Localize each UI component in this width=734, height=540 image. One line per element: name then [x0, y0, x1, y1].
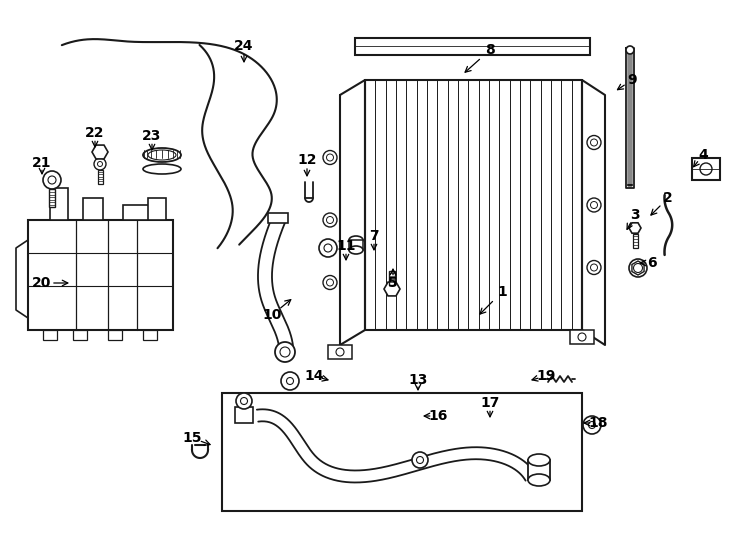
Ellipse shape: [349, 246, 363, 254]
Bar: [692, 158, 720, 180]
Bar: [633, 234, 638, 248]
Text: 24: 24: [234, 39, 254, 53]
Text: 11: 11: [336, 239, 356, 253]
Bar: [49, 189, 55, 207]
Text: 21: 21: [32, 156, 52, 170]
Text: 9: 9: [627, 73, 637, 87]
Circle shape: [327, 154, 333, 161]
Text: 3: 3: [631, 208, 640, 222]
Text: 23: 23: [142, 129, 161, 143]
Circle shape: [323, 213, 337, 227]
Circle shape: [98, 161, 103, 166]
Bar: [123, 205, 153, 220]
Circle shape: [286, 377, 294, 384]
Bar: [98, 170, 103, 184]
Circle shape: [590, 139, 597, 146]
Circle shape: [700, 163, 712, 175]
Bar: [148, 198, 166, 220]
Circle shape: [241, 397, 247, 404]
Text: 8: 8: [485, 43, 495, 57]
Bar: [389, 271, 395, 285]
Circle shape: [281, 372, 299, 390]
Circle shape: [587, 260, 601, 274]
Circle shape: [327, 279, 333, 286]
Polygon shape: [355, 38, 590, 55]
Text: 15: 15: [182, 431, 202, 445]
Circle shape: [94, 158, 106, 170]
Circle shape: [48, 176, 56, 184]
Circle shape: [583, 416, 601, 434]
Text: 1: 1: [497, 285, 507, 299]
Ellipse shape: [148, 150, 176, 160]
Circle shape: [336, 348, 344, 356]
Text: 20: 20: [32, 276, 51, 290]
Text: 19: 19: [537, 369, 556, 383]
Circle shape: [324, 244, 332, 252]
Circle shape: [43, 171, 61, 189]
Ellipse shape: [349, 236, 363, 244]
Text: 7: 7: [369, 229, 379, 243]
Bar: [73, 330, 87, 340]
Text: 13: 13: [408, 373, 428, 387]
Ellipse shape: [528, 454, 550, 466]
Circle shape: [323, 151, 337, 165]
Circle shape: [280, 347, 290, 357]
Bar: [570, 330, 594, 344]
Circle shape: [319, 239, 337, 257]
Circle shape: [629, 259, 647, 277]
Bar: [268, 213, 288, 223]
Ellipse shape: [528, 474, 550, 486]
Circle shape: [587, 136, 601, 150]
Circle shape: [416, 456, 424, 463]
Text: 12: 12: [297, 153, 317, 167]
Ellipse shape: [143, 164, 181, 174]
Text: 6: 6: [647, 256, 657, 270]
Circle shape: [323, 275, 337, 289]
Bar: [83, 198, 103, 220]
Text: 17: 17: [480, 396, 500, 410]
Bar: [528, 460, 550, 480]
Bar: [349, 240, 363, 250]
Circle shape: [236, 393, 252, 409]
Text: 4: 4: [698, 148, 708, 162]
Bar: [50, 188, 68, 220]
Circle shape: [590, 264, 597, 271]
Bar: [108, 330, 122, 340]
Bar: [328, 345, 352, 359]
Circle shape: [275, 342, 295, 362]
Bar: [235, 407, 253, 423]
Bar: [143, 330, 157, 340]
Bar: [28, 220, 173, 330]
Text: 14: 14: [305, 369, 324, 383]
Circle shape: [590, 201, 597, 208]
Circle shape: [626, 46, 634, 54]
Circle shape: [589, 422, 595, 429]
Text: 5: 5: [388, 276, 398, 290]
Bar: [222, 393, 582, 511]
Circle shape: [633, 264, 642, 273]
Text: 22: 22: [85, 126, 105, 140]
Text: 18: 18: [588, 416, 608, 430]
Circle shape: [327, 217, 333, 224]
Circle shape: [578, 333, 586, 341]
Circle shape: [587, 198, 601, 212]
Text: 2: 2: [663, 191, 673, 205]
Bar: [43, 330, 57, 340]
Circle shape: [412, 452, 428, 468]
Text: 16: 16: [429, 409, 448, 423]
Text: 10: 10: [262, 308, 282, 322]
Ellipse shape: [143, 148, 181, 162]
